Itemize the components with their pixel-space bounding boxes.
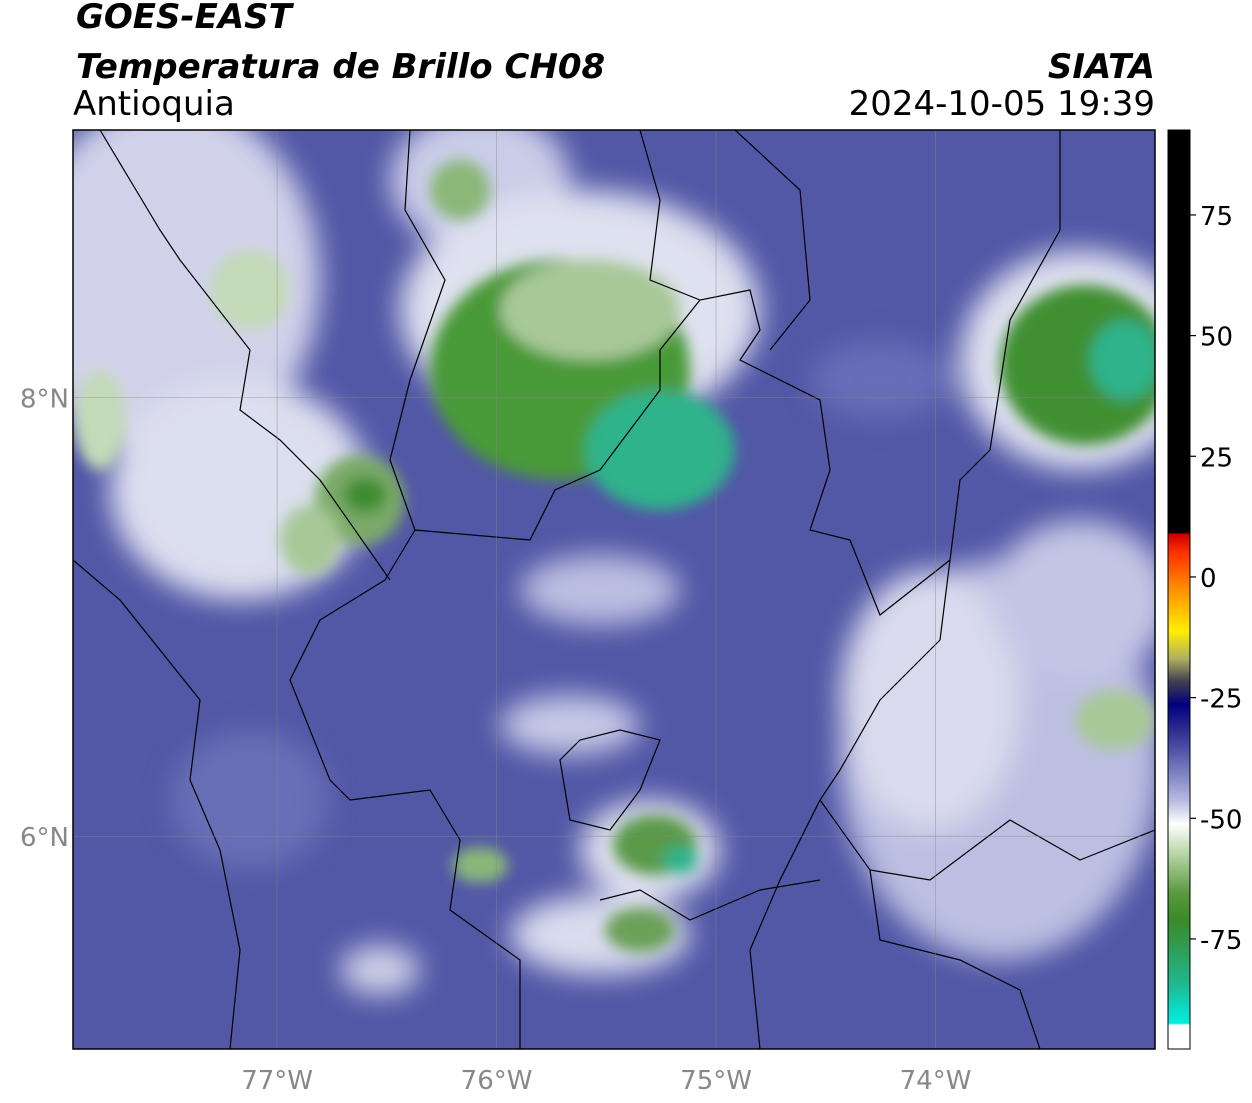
- colorbar-tick-label: -50: [1200, 805, 1242, 835]
- colorbar-tick-label: -25: [1200, 685, 1242, 715]
- lon-tick-label: 76°W: [461, 1066, 533, 1096]
- colorbar-tick-label: -75: [1200, 926, 1242, 956]
- colorbar-tick-label: 75: [1200, 202, 1233, 232]
- lat-tick-label: 8°N: [20, 385, 69, 415]
- map-frame: [72, 129, 1156, 1050]
- product: Temperatura de Brillo CH08: [76, 47, 605, 87]
- colorbar-tick-label: 50: [1200, 323, 1233, 353]
- lon-tick-label: 74°W: [900, 1066, 972, 1096]
- region: Antioquia: [73, 84, 235, 124]
- colorbar-tick-label: 0: [1200, 564, 1217, 594]
- lon-tick-label: 75°W: [680, 1066, 752, 1096]
- source: SIATA: [1048, 47, 1155, 87]
- lon-tick-label: 77°W: [241, 1066, 313, 1096]
- graticule: [73, 130, 1155, 1049]
- timestamp: 2024-10-05 19:39: [849, 84, 1155, 124]
- lat-tick-label: 6°N: [20, 823, 69, 853]
- colorbar: [1167, 129, 1191, 1050]
- map-field: [73, 130, 1155, 1049]
- satellite: GOES-EAST: [76, 0, 295, 37]
- colorbar-tick-label: 25: [1200, 443, 1233, 473]
